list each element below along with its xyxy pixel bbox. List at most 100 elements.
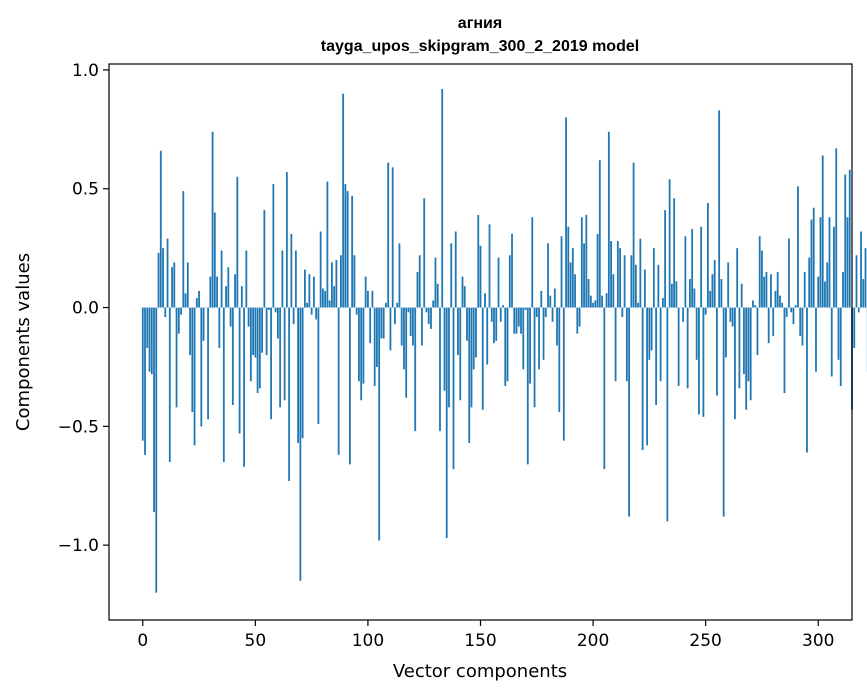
bar-component-85 — [333, 286, 336, 308]
bar-component-268 — [745, 307, 748, 410]
bar-component-8 — [159, 150, 162, 308]
y-tick-label: −1.0 — [58, 536, 99, 556]
bar-component-64 — [285, 172, 288, 308]
bar-component-265 — [738, 307, 741, 389]
bar-component-316 — [853, 307, 856, 348]
bar-component-148 — [475, 307, 477, 358]
bar-component-150 — [479, 245, 482, 308]
bar-component-252 — [709, 290, 712, 308]
bar-component-176 — [538, 307, 540, 370]
bar-component-117 — [405, 307, 408, 398]
bar-component-60 — [276, 307, 279, 339]
bar-component-200 — [592, 302, 594, 308]
bar-component-6 — [155, 307, 158, 593]
bar-component-32 — [213, 212, 216, 308]
bar-component-222 — [641, 307, 644, 451]
bar-component-12 — [168, 307, 171, 462]
bar-component-131 — [436, 283, 439, 308]
bar-component-25 — [198, 290, 200, 308]
bar-component-254 — [713, 260, 716, 308]
bar-component-115 — [400, 307, 403, 346]
bar-component-223 — [643, 269, 646, 308]
bar-component-202 — [596, 233, 599, 308]
bar-component-149 — [477, 214, 480, 308]
bar-component-157 — [495, 307, 498, 341]
bar-component-307 — [833, 226, 835, 308]
bar-component-101 — [369, 307, 372, 344]
bar-component-233 — [666, 307, 669, 522]
bar-component-160 — [502, 305, 504, 308]
bar-component-87 — [337, 307, 340, 455]
bar-component-92 — [349, 307, 351, 465]
bar-component-186 — [560, 236, 563, 308]
bar-component-103 — [373, 307, 376, 386]
bar-component-114 — [398, 243, 401, 308]
x-tick-label: 100 — [352, 631, 384, 651]
bar-component-171 — [526, 307, 529, 465]
bar-component-69 — [297, 307, 300, 443]
bar-component-218 — [632, 162, 635, 308]
bar-component-305 — [828, 217, 831, 308]
bar-component-54 — [263, 210, 266, 308]
bar-component-3 — [148, 307, 151, 372]
bar-component-296 — [808, 257, 811, 308]
bar-component-196 — [583, 243, 585, 308]
bar-component-109 — [387, 162, 390, 308]
bar-component-234 — [668, 179, 671, 308]
bar-component-261 — [729, 307, 732, 322]
bar-component-4 — [150, 307, 153, 375]
bar-component-55 — [265, 307, 268, 356]
x-tick-label: 50 — [245, 631, 267, 651]
bar-component-97 — [360, 307, 363, 401]
bar-component-159 — [499, 307, 502, 322]
bar-component-292 — [799, 307, 802, 337]
bar-component-147 — [472, 307, 475, 370]
bar-component-237 — [675, 281, 678, 308]
bar-component-133 — [441, 88, 444, 308]
bar-component-286 — [785, 307, 788, 318]
bar-component-16 — [177, 307, 180, 334]
bar-component-267 — [743, 307, 745, 375]
bar-component-56 — [267, 307, 270, 310]
bar-component-14 — [173, 262, 176, 308]
bar-component-251 — [707, 203, 709, 308]
bar-component-47 — [247, 307, 250, 327]
bar-component-21 — [189, 307, 191, 356]
bar-component-184 — [556, 307, 558, 346]
bar-component-59 — [274, 307, 277, 313]
bar-component-235 — [670, 283, 673, 308]
bar-component-199 — [589, 295, 592, 308]
bar-component-38 — [227, 267, 230, 308]
bar-component-39 — [229, 307, 232, 327]
bar-component-282 — [776, 271, 779, 308]
bar-component-36 — [222, 307, 225, 462]
bar-component-248 — [700, 226, 703, 308]
bar-component-269 — [747, 307, 750, 382]
bar-component-163 — [508, 255, 511, 308]
x-tick-label: 200 — [577, 631, 609, 651]
bar-component-242 — [686, 307, 689, 389]
bar-component-277 — [765, 271, 768, 308]
bar-component-139 — [454, 231, 457, 308]
bar-component-194 — [578, 307, 581, 327]
bar-component-17 — [180, 307, 182, 315]
bar-component-246 — [695, 307, 698, 360]
bar-component-220 — [637, 302, 640, 308]
bar-component-57 — [270, 307, 273, 420]
bar-component-79 — [319, 231, 322, 308]
bar-component-215 — [625, 307, 628, 382]
bar-component-142 — [461, 276, 464, 308]
bar-component-231 — [661, 298, 664, 308]
bar-component-190 — [569, 262, 572, 308]
bar-component-244 — [691, 229, 694, 308]
y-tick-label: 1.0 — [72, 61, 99, 81]
bar-component-210 — [614, 307, 617, 382]
bar-component-88 — [340, 255, 342, 308]
x-tick-label: 250 — [689, 631, 721, 651]
bar-component-1 — [144, 307, 146, 455]
bar-component-306 — [830, 307, 833, 377]
bar-component-35 — [220, 250, 223, 308]
bar-component-42 — [236, 176, 239, 308]
bar-component-266 — [740, 283, 743, 308]
